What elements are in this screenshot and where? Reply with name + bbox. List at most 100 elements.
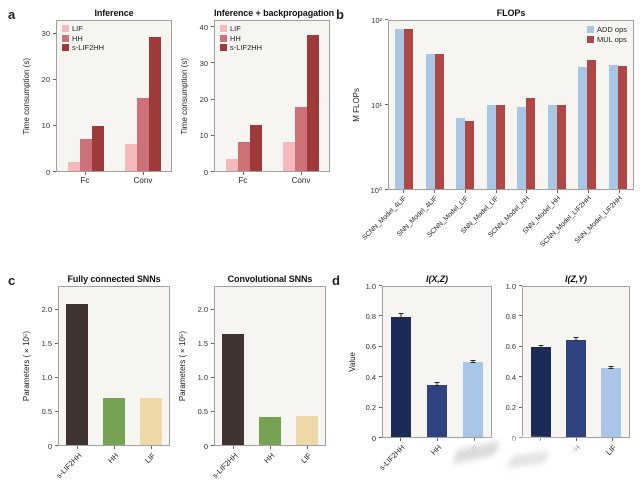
plot-area [522, 286, 630, 438]
chart-title: I(Z,Y) [565, 274, 587, 284]
x-tick-mark [301, 172, 302, 175]
x-tick-mark [76, 446, 78, 449]
x-tick-label: s-LIF2HH [517, 443, 547, 473]
bar [237, 142, 250, 171]
error-bar [540, 345, 542, 349]
y-axis-label-text: Time consumption (s) [21, 57, 31, 135]
bar-slot [465, 21, 475, 189]
error-bar [610, 366, 612, 370]
x-tick-mark [557, 190, 559, 193]
legend-item: s-LIF2HH [220, 44, 262, 52]
chart-inference: Inference Time consumption (s) 0 10 20 30 LIF H… [20, 6, 172, 188]
bar-slot [306, 21, 319, 171]
bar-slot [434, 21, 444, 189]
bar [67, 161, 80, 171]
bar [391, 317, 411, 437]
x-tick: HH [95, 446, 132, 492]
y-tick-mark [211, 308, 214, 310]
legend-swatch [220, 25, 227, 33]
bar-slot [124, 21, 137, 171]
x-tick-mark [307, 446, 309, 449]
bar-slot [79, 21, 92, 171]
bar-slot [249, 21, 262, 171]
x-tick-label: Fc [238, 176, 248, 185]
y-tick-label: 10⁰ [370, 185, 382, 195]
bar-group [114, 21, 171, 171]
y-tick-mark [211, 62, 214, 64]
chart-inference-backpropagation: Inference + backpropagation Time consumpt… [178, 6, 335, 188]
y-axis: 0 0.2 0.4 0.6 0.8 1.0 [498, 282, 522, 441]
bar-group [511, 21, 542, 189]
y-tick-mark [519, 315, 522, 317]
bar [395, 29, 405, 189]
legend-item: ADD ops [586, 26, 627, 34]
legend-item: s-LIF2HH [62, 44, 104, 52]
y-tick-label: 1.5 [41, 339, 52, 349]
x-tick-mark [243, 172, 244, 175]
bar [222, 334, 245, 445]
bar [148, 36, 161, 171]
y-tick-label: 0 [203, 167, 208, 177]
panel-d: d I(X,Z) Value 0 0.2 0.4 0.6 0.8 1.0 s-LIF2HH HH L… [332, 272, 634, 482]
y-tick-mark [211, 171, 214, 172]
bar-slot [495, 21, 505, 189]
bar-slot [225, 21, 238, 171]
error-bar [472, 360, 474, 364]
x-tick: SCNN_Model_4LIF [362, 190, 419, 268]
legend-label: MUL ops [596, 34, 627, 44]
y-tick-label: 10 [199, 131, 208, 141]
error-bar [575, 338, 577, 341]
y-axis-label: Time consumption (s) [20, 20, 32, 172]
panel-d-charts: I(X,Z) Value 0 0.2 0.4 0.6 0.8 1.0 s-LIF2HH HH LIF… [346, 272, 630, 482]
bar-slot [237, 21, 250, 171]
y-tick-mark [211, 26, 214, 28]
bar-slot [222, 287, 245, 445]
bar-slot [456, 21, 466, 189]
bar-slot [395, 21, 405, 189]
bar-slot [404, 21, 414, 189]
y-axis: 0 0.2 0.4 0.6 0.8 1.0 [358, 282, 382, 441]
x-tick-label: s-LIF2HH [377, 443, 407, 473]
y-tick-mark [379, 345, 382, 347]
bar [578, 67, 588, 189]
legend-label: HH [230, 33, 241, 43]
x-tick: SNN_Model_HH [522, 190, 573, 268]
x-tick: LIF [289, 446, 326, 492]
y-tick-label: 1.0 [197, 373, 208, 383]
bar [495, 105, 505, 189]
chart-body: 0 0.2 0.4 0.6 0.8 1.0 [498, 282, 630, 441]
panel-label-a: a [8, 7, 16, 22]
x-tick: SCNN_Model_HH [487, 190, 542, 268]
x-axis: s-LIF2HH HH LIF [517, 438, 630, 482]
legend-swatch [220, 44, 227, 52]
error-cap [470, 362, 476, 364]
x-tick-mark [618, 190, 620, 193]
legend: LIF HH s-LIF2HH [62, 25, 104, 52]
bar-group [603, 21, 634, 189]
y-axis-label-text: Parameters (×10⁵) [21, 330, 31, 402]
y-tick-mark [211, 342, 214, 344]
error-cap [434, 382, 440, 384]
bar-slot [91, 21, 104, 171]
x-tick-mark [143, 172, 144, 175]
y-tick-mark [53, 78, 56, 80]
bar [565, 339, 586, 437]
x-tick-mark [269, 446, 271, 449]
x-tick-label: Conv [291, 176, 311, 185]
y-tick-mark [211, 98, 214, 100]
bar-slot [565, 287, 586, 437]
bar-group [252, 287, 289, 445]
y-tick-mark [211, 376, 214, 378]
legend-swatch [62, 25, 69, 33]
x-tick-mark [526, 190, 528, 193]
bar-slot [547, 21, 557, 189]
x-tick: Fc [56, 172, 114, 188]
x-tick: s-LIF2HH [517, 438, 558, 482]
y-tick-label: 1.0 [505, 281, 516, 291]
bar-group [572, 21, 603, 189]
x-tick-label: HH [429, 443, 444, 458]
x-tick-mark [151, 446, 153, 449]
y-tick-label: 2.0 [41, 305, 52, 315]
chart-body: M FLOPs 10⁰ 10¹ 10² ADD ops MUL ops [350, 16, 634, 193]
y-tick-label: 0.6 [365, 342, 376, 352]
